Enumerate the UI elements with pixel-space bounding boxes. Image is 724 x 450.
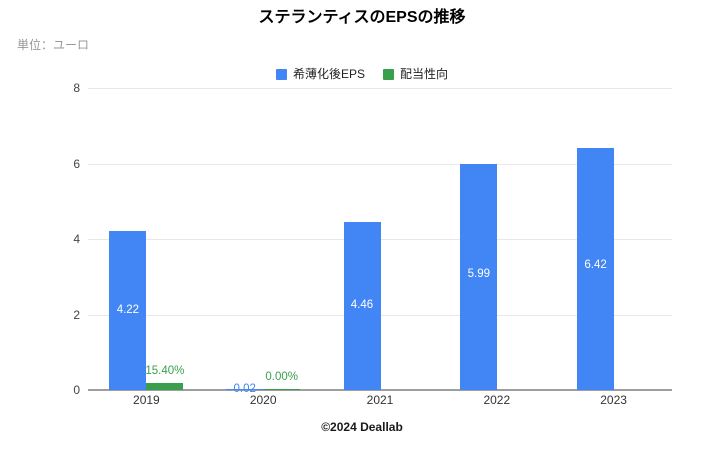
bar-value-label-payout-ratio: 0.00% <box>265 371 298 383</box>
plot-area: 4.22 15.40% 0.02 0.00% 4.46 5.99 6.42 <box>88 88 672 395</box>
legend-swatch-green-icon <box>383 68 394 80</box>
legend-swatch-blue-icon <box>275 68 287 80</box>
x-axis-ticks: 2019 2020 2021 2022 2023 <box>88 392 672 412</box>
bar-diluted-eps[interactable] <box>109 230 147 390</box>
bar-value-label-diluted-eps: 6.42 <box>584 259 607 272</box>
x-axis-tick-label: 2021 <box>366 393 394 407</box>
legend-label-payout-ratio: 配当性向 <box>400 67 449 81</box>
bar-payout-ratio[interactable] <box>146 382 184 390</box>
x-axis-baseline <box>88 389 672 391</box>
y-axis-tick-label: 8 <box>73 81 80 95</box>
y-axis-tick-label: 0 <box>73 383 80 397</box>
x-axis-tick-label: 2019 <box>133 393 160 407</box>
bar-value-label-payout-ratio: 15.40% <box>145 364 185 377</box>
y-axis-tick-label: 6 <box>73 156 80 171</box>
bar-value-label-diluted-eps: 4.22 <box>116 303 140 316</box>
y-axis-tick-label: 2 <box>73 307 80 322</box>
y-axis-ticks: 0 2 4 6 8 <box>0 82 80 396</box>
bar-value-label-diluted-eps: 0.02 <box>233 383 256 395</box>
chart-legend: 希薄化後EPS 配当性向 <box>0 67 724 81</box>
gridline <box>88 163 672 165</box>
legend-item-diluted-eps[interactable]: 希薄化後EPS <box>275 67 365 81</box>
legend-item-payout-ratio[interactable]: 配当性向 <box>383 67 448 81</box>
bar-diluted-eps[interactable] <box>577 147 615 390</box>
chart-unit-subtitle: 単位：ユーロ <box>17 38 90 52</box>
bar-diluted-eps[interactable] <box>226 389 264 390</box>
x-axis-tick-label: 2020 <box>249 393 277 407</box>
bar-diluted-eps[interactable] <box>460 163 498 390</box>
x-axis-tick-label: 2022 <box>483 393 511 407</box>
bar-value-label-diluted-eps: 5.99 <box>467 267 490 280</box>
chart-title: ステランティスのEPSの推移 <box>258 9 466 26</box>
legend-label-diluted-eps: 希薄化後EPS <box>292 67 365 81</box>
chart-copyright-footer: ©2024 Deallab <box>321 420 403 434</box>
bar-value-label-diluted-eps: 4.46 <box>350 299 374 312</box>
y-axis-tick-label: 4 <box>73 232 80 246</box>
x-axis-tick-label: 2023 <box>600 393 627 407</box>
bar-payout-ratio[interactable] <box>263 389 301 390</box>
gridline <box>88 88 672 89</box>
bar-diluted-eps[interactable] <box>343 221 381 390</box>
